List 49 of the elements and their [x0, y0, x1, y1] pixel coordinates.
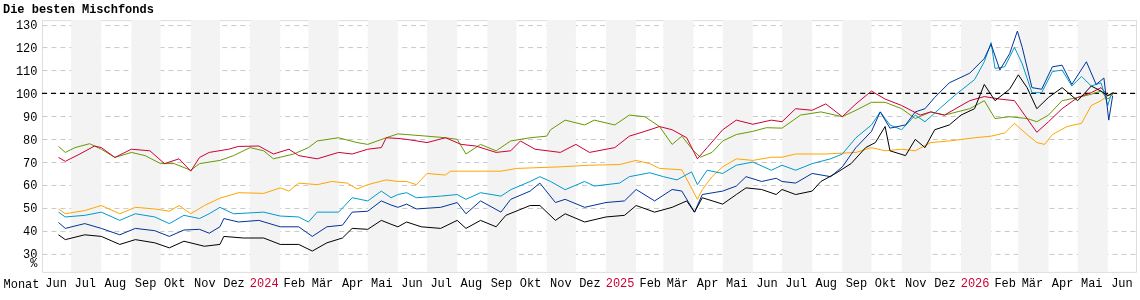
- x-tick-label: Dez: [223, 277, 245, 292]
- x-tick-label: Mai: [1080, 277, 1103, 292]
- chart-title: Die besten Mischfonds: [2, 2, 154, 17]
- x-tick-label: Jul: [74, 277, 97, 292]
- x-tick-label: Feb: [994, 277, 1016, 292]
- x-tick-label: Aug: [460, 277, 483, 292]
- x-axis-title: Monat: [3, 278, 40, 293]
- x-tick-label: Jul: [430, 277, 452, 292]
- x-tick-label: Dez: [934, 277, 956, 292]
- y-tick-label: 70: [23, 156, 38, 171]
- y-tick-label: 110: [15, 64, 38, 79]
- x-tick-label: Dez: [579, 277, 601, 292]
- x-tick-label: Feb: [639, 277, 662, 292]
- x-tick-label: Nov: [904, 277, 927, 292]
- x-tick-label: Jun: [401, 277, 423, 292]
- x-tick-label: Sep: [134, 277, 157, 292]
- x-tick-label: Mär: [311, 277, 334, 292]
- y-tick-label: 60: [23, 179, 38, 194]
- x-tick-label: Okt: [163, 277, 186, 292]
- x-tick-label: Aug: [104, 277, 127, 292]
- x-tick-label: Apr: [696, 277, 719, 292]
- x-tick-label: Nov: [550, 277, 572, 292]
- x-tick-label: 2025: [605, 277, 635, 292]
- x-tick-label: Feb: [283, 277, 306, 292]
- x-tick-label: Sep: [845, 277, 868, 292]
- x-tick-label: Apr: [341, 277, 364, 292]
- x-tick-label: 2024: [249, 277, 279, 292]
- y-tick-label: 80: [23, 133, 38, 148]
- x-tick-label: Jun: [1111, 277, 1133, 292]
- x-tick-label: Mär: [1021, 277, 1044, 292]
- x-tick-label: Aug: [815, 277, 838, 292]
- y-tick-label: 40: [23, 225, 38, 240]
- x-tick-label: Mai: [371, 277, 393, 292]
- x-tick-label: Nov: [194, 277, 216, 292]
- y-tick-label: 130: [15, 19, 38, 34]
- x-tick-label: Apr: [1051, 277, 1074, 292]
- x-tick-label: Jun: [756, 277, 778, 292]
- x-tick-label: Mai: [726, 277, 748, 292]
- x-tick-label: Okt: [874, 277, 897, 292]
- x-tick-label: Jun: [45, 277, 67, 292]
- x-tick-label: 2026: [960, 277, 990, 292]
- y-tick-label: 120: [15, 42, 38, 57]
- y-tick-label: 90: [23, 110, 38, 125]
- x-tick-label: Okt: [519, 277, 542, 292]
- x-tick-label: Jul: [785, 277, 807, 292]
- y-tick-label: 50: [23, 202, 38, 217]
- x-tick-label: Mär: [666, 277, 689, 292]
- y-tick-label: 100: [15, 87, 38, 102]
- x-tick-label: Sep: [490, 277, 513, 292]
